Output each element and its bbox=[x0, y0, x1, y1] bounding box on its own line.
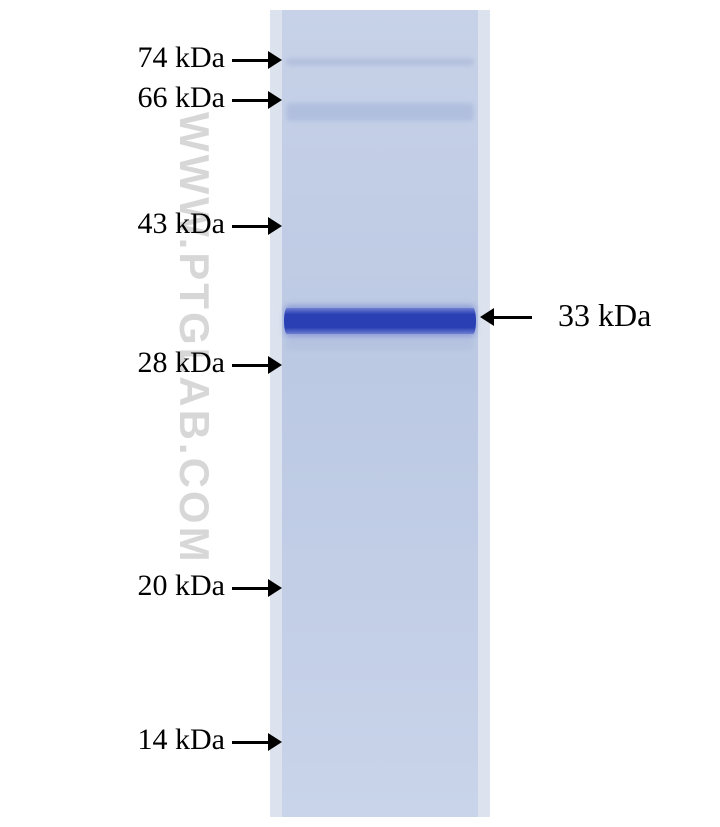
marker-label-3: 28 kDa bbox=[138, 346, 225, 380]
gel-figure: WWW.PTGLAB.COM74 kDa66 kDa43 kDa28 kDa20… bbox=[0, 0, 720, 827]
marker-label-0: 74 kDa bbox=[138, 41, 225, 75]
marker-label-2: 43 kDa bbox=[138, 207, 225, 241]
target-band bbox=[284, 308, 476, 334]
faint-band-2 bbox=[286, 340, 474, 350]
target-label: 33 kDa bbox=[558, 297, 651, 334]
gel-lane bbox=[282, 10, 478, 817]
faint-band-1 bbox=[286, 103, 474, 121]
marker-label-5: 14 kDa bbox=[138, 723, 225, 757]
marker-label-1: 66 kDa bbox=[138, 81, 225, 115]
marker-label-4: 20 kDa bbox=[138, 569, 225, 603]
faint-band-0 bbox=[286, 58, 474, 66]
